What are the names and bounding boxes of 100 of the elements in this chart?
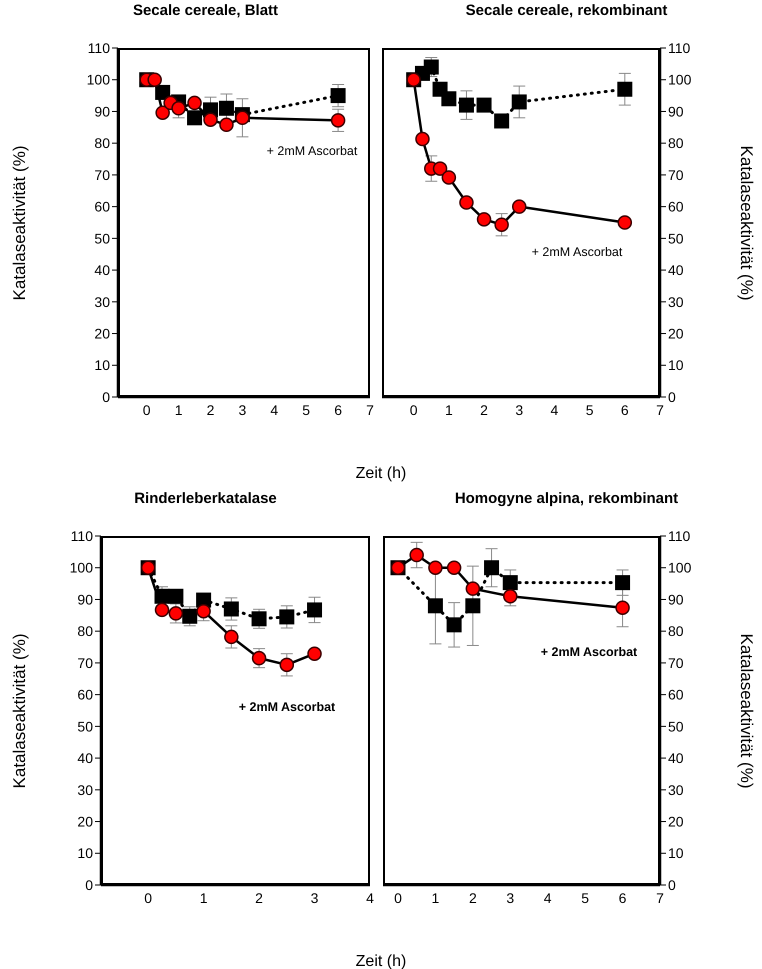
- x-tick-label: 4: [270, 402, 278, 418]
- y-tick-label: 30: [77, 782, 94, 798]
- x-tick-label: 1: [200, 890, 208, 906]
- point: [307, 602, 322, 618]
- y-tick-label: 110: [88, 40, 110, 56]
- y-tick-label: 50: [77, 718, 94, 734]
- point: [252, 650, 266, 666]
- x-tick-label: 4: [544, 890, 552, 906]
- annotation: + 2mM Ascorbat: [266, 144, 358, 158]
- point: [154, 588, 170, 604]
- point: [330, 88, 346, 104]
- point: [502, 575, 518, 590]
- y-tick-label: 70: [77, 654, 94, 671]
- y2-tick-label: 110: [668, 40, 691, 56]
- y2-axis-title: Katalaseaktivität (%): [736, 146, 756, 300]
- chart-title: Rinderleberkatalase: [134, 490, 277, 507]
- x-tick-label: 3: [506, 890, 514, 906]
- y2-tick-label: 60: [668, 198, 684, 215]
- point: [428, 560, 443, 575]
- x-tick-label: 1: [444, 402, 453, 418]
- point: [428, 598, 443, 614]
- x-tick-label: 1: [432, 890, 440, 906]
- y2-axis-title: Katalaseaktivität (%): [736, 634, 756, 788]
- point: [618, 215, 632, 230]
- y-tick-label: 110: [70, 528, 94, 544]
- point: [147, 72, 162, 87]
- x-tick-label: 2: [255, 890, 264, 906]
- chart-title: Homogyne alpina, rekombinant: [454, 490, 678, 507]
- point: [280, 658, 294, 672]
- x-tick-label: 4: [366, 890, 374, 906]
- y2-tick-label: 90: [668, 103, 684, 120]
- x-axis-title: Zeit (h): [354, 465, 408, 483]
- point: [442, 170, 456, 185]
- y2-tick-label: 30: [668, 782, 684, 798]
- y-tick-label: 80: [77, 623, 94, 640]
- point: [458, 98, 474, 113]
- point: [512, 199, 526, 214]
- point: [219, 118, 234, 132]
- y2-tick-label: 80: [668, 623, 684, 640]
- x-tick-label: 2: [206, 402, 215, 418]
- y2-tick-label: 60: [668, 686, 684, 703]
- x-tick-label: 0: [394, 890, 402, 906]
- point: [617, 82, 632, 97]
- annotation: + 2mM Ascorbat: [238, 700, 336, 714]
- x-tick-label: 6: [618, 890, 627, 906]
- point: [187, 96, 202, 110]
- y2-tick-label: 70: [668, 654, 684, 671]
- point: [494, 113, 510, 128]
- chart-title: Secale cereale, Blatt: [132, 2, 278, 19]
- x-tick-label: 5: [581, 890, 590, 906]
- point: [307, 646, 322, 661]
- point: [446, 617, 462, 632]
- y2-tick-label: 0: [668, 388, 676, 405]
- y2-tick-label: 100: [668, 72, 692, 88]
- x-tick-label: 3: [238, 402, 247, 418]
- y2-tick-label: 40: [668, 262, 684, 278]
- x-tick-label: 5: [302, 402, 310, 418]
- point: [168, 606, 184, 621]
- point: [459, 195, 474, 210]
- point: [484, 560, 500, 576]
- x-tick-label: 6: [334, 402, 342, 418]
- point: [203, 112, 218, 127]
- point: [466, 581, 480, 596]
- y2-tick-label: 40: [668, 750, 684, 766]
- y-tick-label: 50: [94, 230, 110, 246]
- y-tick-label: 70: [94, 166, 110, 183]
- y2-tick-label: 20: [668, 326, 684, 342]
- x-tick-label: 7: [656, 890, 664, 906]
- point: [432, 161, 448, 176]
- y-tick-label: 10: [94, 357, 110, 374]
- x-tick-label: 3: [310, 890, 319, 906]
- point: [615, 600, 630, 615]
- point: [409, 548, 424, 562]
- y-tick-label: 0: [102, 388, 110, 405]
- point: [187, 110, 202, 126]
- y2-tick-label: 100: [668, 560, 692, 576]
- y2-tick-label: 10: [668, 357, 684, 374]
- y2-tick-label: 90: [668, 591, 684, 608]
- y2-tick-label: 80: [668, 135, 684, 152]
- x-tick-label: 1: [174, 402, 183, 418]
- x-tick-label: 0: [410, 402, 418, 418]
- y-tick-label: 90: [77, 591, 94, 608]
- point: [279, 609, 294, 624]
- y-tick-label: 100: [86, 72, 110, 88]
- x-tick-label: 2: [480, 402, 488, 418]
- y2-tick-label: 50: [668, 230, 684, 246]
- point: [224, 601, 239, 616]
- y-tick-label: 60: [77, 686, 94, 703]
- point: [503, 589, 518, 604]
- x-tick-label: 0: [144, 890, 152, 906]
- y-tick-label: 60: [94, 198, 110, 215]
- y2-tick-label: 30: [668, 294, 684, 310]
- point: [171, 101, 186, 116]
- x-tick-label: 2: [468, 890, 477, 906]
- point: [155, 84, 170, 100]
- y-tick-label: 80: [94, 135, 110, 152]
- point: [235, 110, 250, 126]
- chart-title: Secale cereale, rekombinant: [466, 2, 668, 19]
- y-tick-label: 20: [77, 814, 94, 830]
- annotation: + 2mM Ascorbat: [530, 245, 624, 259]
